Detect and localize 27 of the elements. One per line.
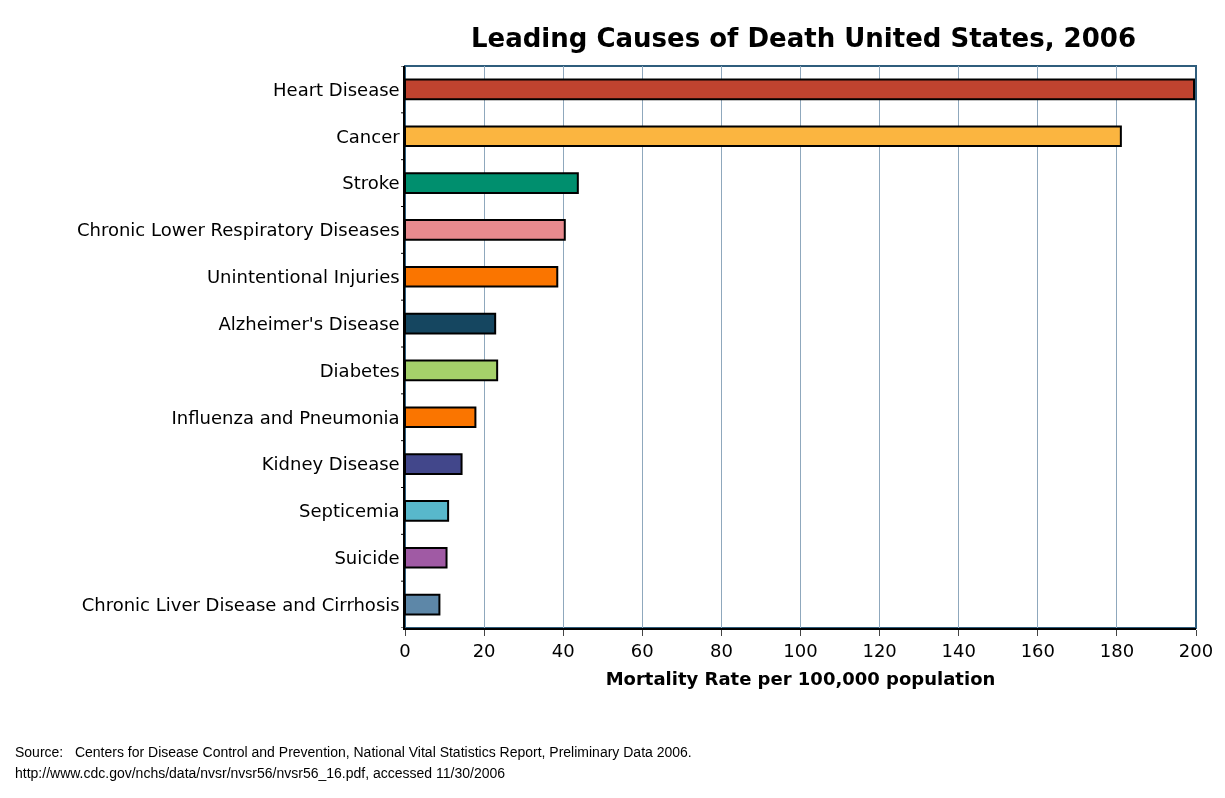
x-tick-label: 100 — [783, 640, 818, 662]
x-tick-label: 20 — [472, 640, 496, 662]
x-tick-label: 200 — [1178, 640, 1214, 662]
x-tick-label: 120 — [862, 640, 897, 662]
source-note: Source: Centers for Disease Control and Prevention, National Vital Statistics Report, Preliminary Data 2006. — [15, 744, 692, 760]
y-tick-label: Chronic Liver Disease and Cirrhosis — [81, 593, 400, 615]
x-tick-label: 180 — [1099, 640, 1135, 662]
y-tick-label: Alzheimer's Disease — [218, 312, 400, 334]
x-tick-label: 160 — [1020, 640, 1055, 662]
y-tick-label: Unintentional Injuries — [206, 266, 400, 288]
x-axis-title: Mortality Rate per 100,000 population — [605, 667, 996, 689]
x-tick-label: 60 — [630, 640, 654, 662]
y-tick-label: Suicide — [334, 547, 400, 569]
x-tick-label: 0 — [399, 640, 411, 662]
y-tick-label: Stroke — [342, 172, 400, 194]
x-tick-label: 140 — [941, 640, 976, 662]
y-tick-label: Chronic Lower Respiratory Diseases — [76, 219, 400, 241]
x-tick-label: 40 — [551, 640, 575, 662]
x-tick-label: 80 — [709, 640, 733, 662]
y-tick-label: Diabetes — [319, 359, 400, 381]
y-tick-label: Kidney Disease — [261, 453, 400, 475]
y-tick-label: Cancer — [336, 125, 401, 147]
text: http://www.cdc.gov/nchs/data/nvsr/nvsr56/nvsr56_16.pdf, accessed 11/30/2006 — [15, 765, 506, 781]
y-tick-label: Heart Disease — [273, 78, 400, 100]
chart-title: Leading Causes of Death United States, 2006 — [471, 23, 1136, 54]
y-tick-label: Influenza and Pneumonia — [171, 406, 400, 428]
y-tick-label: Septicemia — [299, 500, 400, 522]
